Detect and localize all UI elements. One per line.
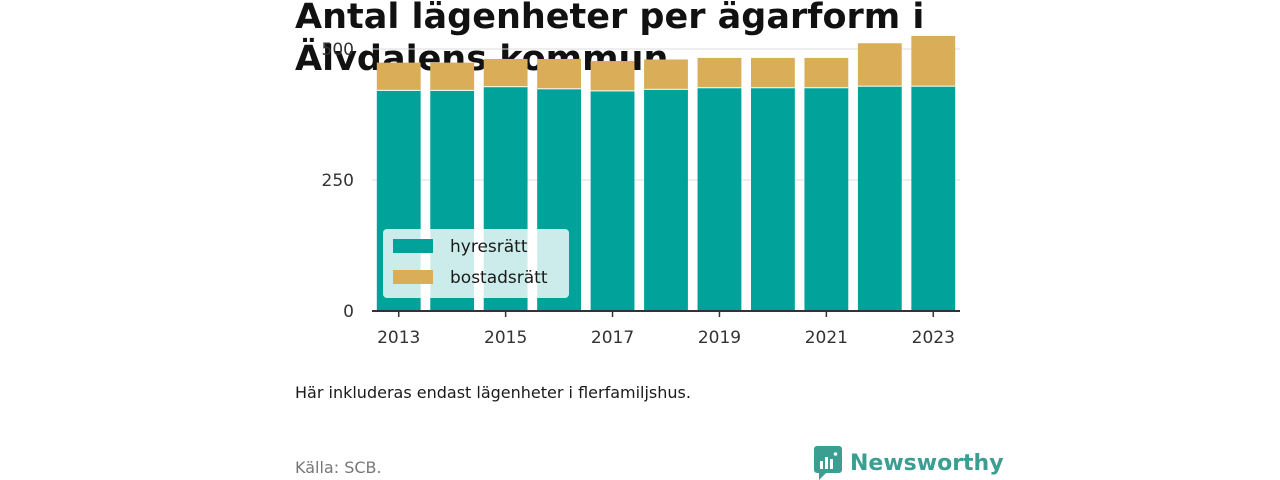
bar-bostadsratt [804, 57, 849, 88]
x-tick-label: 2015 [484, 328, 527, 348]
source-note: Källa: SCB. [295, 458, 382, 477]
legend-swatch [393, 270, 433, 284]
bar-bostadsratt [697, 57, 742, 88]
bar-bostadsratt [750, 57, 795, 88]
brand-logo[interactable]: Newsworthy [814, 446, 1004, 480]
chart-note: Här inkluderas endast lägenheter i flerf… [295, 383, 691, 402]
bar-hyresratt [857, 85, 902, 312]
bar-bostadsratt [430, 62, 475, 90]
bar-hyresratt [590, 90, 635, 311]
y-tick-label: 250 [322, 171, 354, 191]
bar-bostadsratt [644, 59, 688, 89]
legend-label: bostadsrätt [450, 268, 548, 288]
x-tick-label: 2019 [698, 328, 741, 348]
x-tick-label: 2017 [591, 328, 634, 348]
legend-swatch [393, 239, 433, 253]
bar-hyresratt [644, 88, 688, 311]
bar-bostadsratt [376, 62, 421, 90]
x-tick-label: 2023 [912, 328, 955, 348]
brand-name: Newsworthy [850, 450, 1004, 476]
x-tick-label: 2013 [377, 328, 420, 348]
bar-hyresratt [750, 87, 795, 311]
newsworthy-logo-icon [814, 446, 842, 480]
bar-bostadsratt [590, 61, 635, 91]
stacked-bar-chart: 0 250 500 2013 2015 2017 2019 2021 2023 hyresrätt… [322, 35, 960, 348]
bar-hyresratt [804, 87, 849, 311]
x-tick-label: 2021 [805, 328, 848, 348]
bar-hyresratt [911, 85, 956, 312]
bar-bostadsratt [483, 58, 528, 87]
y-tick-label: 500 [322, 40, 354, 60]
legend-label: hyresrätt [450, 237, 528, 257]
bar-bostadsratt [911, 35, 956, 86]
bar-bostadsratt [857, 43, 902, 86]
bar-hyresratt [697, 87, 742, 311]
bar-bostadsratt [537, 58, 582, 89]
chart-title: Antal lägenheter per ägarform i Älvdalen… [295, 0, 925, 79]
y-tick-label: 0 [343, 302, 354, 322]
